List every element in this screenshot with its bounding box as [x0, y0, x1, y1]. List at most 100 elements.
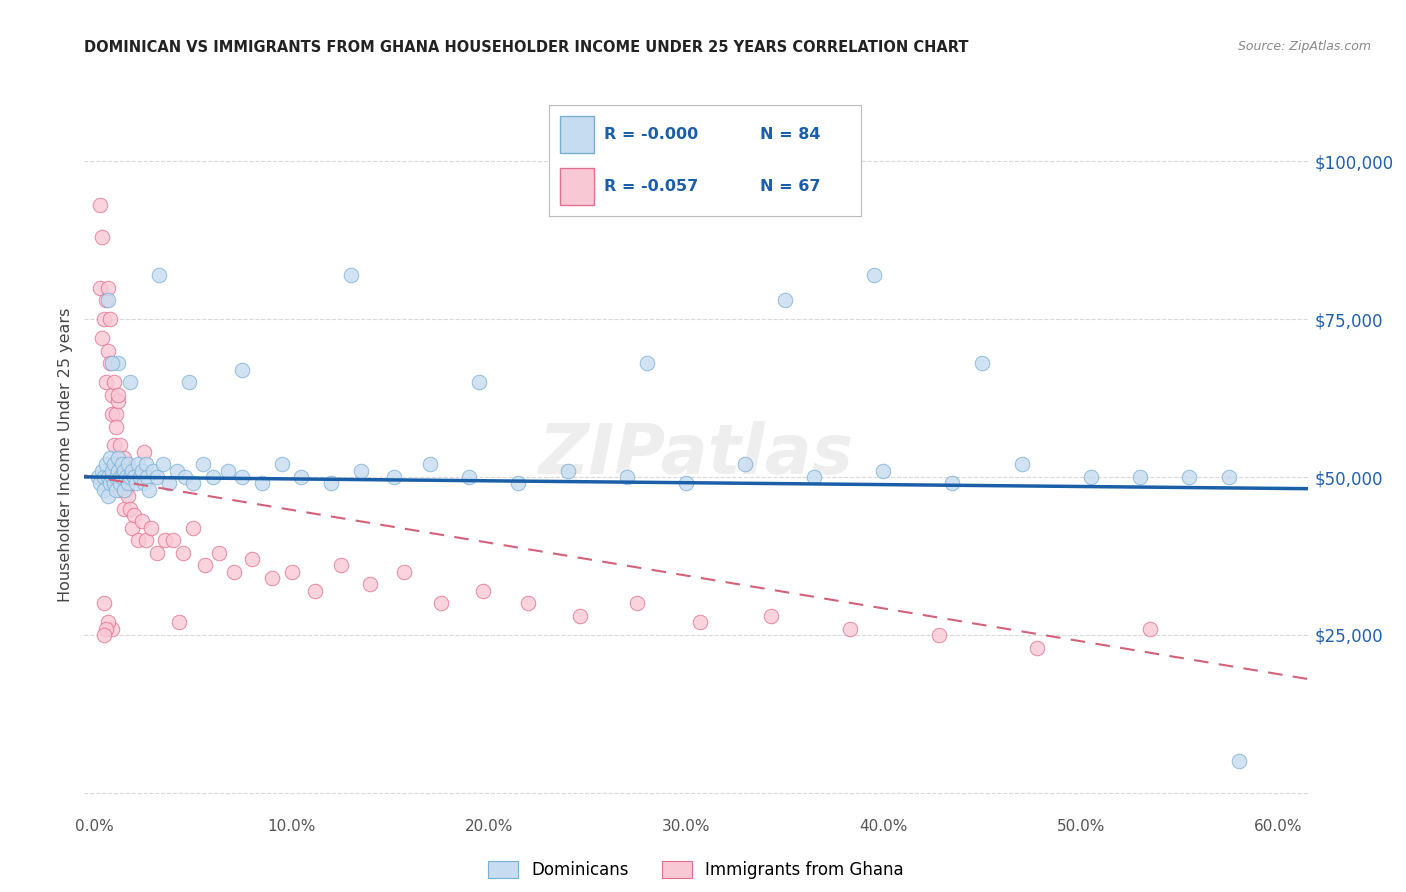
- Point: [131, 514, 153, 528]
- Point: [270, 458, 292, 472]
- Point: [1129, 470, 1152, 484]
- Point: [101, 388, 124, 402]
- Point: [94, 376, 117, 390]
- Point: [568, 609, 591, 624]
- Point: [128, 470, 150, 484]
- Point: [146, 546, 169, 560]
- Point: [471, 583, 494, 598]
- Point: [97, 293, 120, 308]
- Point: [97, 280, 120, 294]
- Point: [104, 407, 127, 421]
- Point: [194, 558, 217, 573]
- Point: [240, 552, 263, 566]
- Point: [118, 376, 141, 390]
- Point: [517, 596, 540, 610]
- Point: [803, 470, 825, 484]
- Point: [1011, 458, 1033, 472]
- Point: [224, 565, 246, 579]
- Point: [122, 508, 145, 522]
- Point: [101, 470, 124, 484]
- Point: [97, 615, 120, 630]
- Point: [181, 520, 204, 534]
- Point: [93, 312, 115, 326]
- Point: [616, 470, 638, 484]
- Point: [162, 533, 184, 548]
- Point: [104, 419, 127, 434]
- Point: [329, 558, 352, 573]
- Point: [146, 470, 169, 484]
- Point: [419, 458, 441, 472]
- Point: [97, 489, 120, 503]
- Point: [838, 622, 860, 636]
- Point: [166, 464, 188, 478]
- Point: [94, 458, 117, 472]
- Point: [458, 470, 481, 484]
- Point: [759, 609, 782, 624]
- Y-axis label: Householder Income Under 25 years: Householder Income Under 25 years: [58, 308, 73, 602]
- Point: [689, 615, 711, 630]
- Point: [250, 476, 273, 491]
- Point: [101, 356, 124, 370]
- Point: [157, 476, 180, 491]
- Point: [93, 628, 115, 642]
- Point: [97, 343, 120, 358]
- Point: [773, 293, 796, 308]
- Point: [142, 464, 165, 478]
- Point: [121, 464, 143, 478]
- Point: [928, 628, 950, 642]
- Point: [734, 458, 756, 472]
- Point: [1026, 640, 1049, 655]
- Point: [118, 470, 141, 484]
- Point: [93, 470, 115, 484]
- Point: [339, 268, 361, 282]
- Point: [98, 312, 121, 326]
- Point: [98, 356, 121, 370]
- Point: [112, 483, 135, 497]
- Text: ZIPatlas: ZIPatlas: [538, 421, 853, 489]
- Point: [108, 438, 131, 452]
- Point: [94, 622, 117, 636]
- Point: [89, 280, 111, 294]
- Point: [91, 331, 114, 345]
- Point: [124, 476, 146, 491]
- Point: [508, 476, 530, 491]
- Point: [97, 470, 120, 484]
- Point: [111, 470, 134, 484]
- Point: [304, 583, 326, 598]
- Text: Source: ZipAtlas.com: Source: ZipAtlas.com: [1237, 40, 1371, 54]
- Point: [132, 476, 155, 491]
- Point: [167, 615, 190, 630]
- Point: [101, 464, 124, 478]
- Point: [107, 356, 129, 370]
- Text: DOMINICAN VS IMMIGRANTS FROM GHANA HOUSEHOLDER INCOME UNDER 25 YEARS CORRELATION: DOMINICAN VS IMMIGRANTS FROM GHANA HOUSE…: [84, 40, 969, 55]
- Point: [382, 470, 405, 484]
- Point: [117, 476, 139, 491]
- Point: [114, 470, 136, 484]
- Point: [89, 476, 111, 491]
- Point: [107, 394, 129, 409]
- Point: [174, 470, 197, 484]
- Point: [231, 470, 253, 484]
- Point: [148, 268, 170, 282]
- Point: [101, 622, 124, 636]
- Point: [135, 458, 157, 472]
- Point: [557, 464, 579, 478]
- Point: [107, 464, 129, 478]
- Point: [104, 483, 127, 497]
- Point: [136, 470, 159, 484]
- Point: [941, 476, 963, 491]
- Point: [103, 476, 125, 491]
- Point: [122, 470, 145, 484]
- Point: [359, 577, 381, 591]
- Point: [98, 451, 121, 466]
- Point: [862, 268, 884, 282]
- Point: [430, 596, 453, 610]
- Point: [103, 438, 125, 452]
- Point: [1178, 470, 1201, 484]
- Point: [201, 470, 224, 484]
- Point: [117, 489, 139, 503]
- Legend: Dominicans, Immigrants from Ghana: Dominicans, Immigrants from Ghana: [481, 854, 911, 886]
- Point: [93, 596, 115, 610]
- Point: [91, 464, 114, 478]
- Point: [191, 458, 214, 472]
